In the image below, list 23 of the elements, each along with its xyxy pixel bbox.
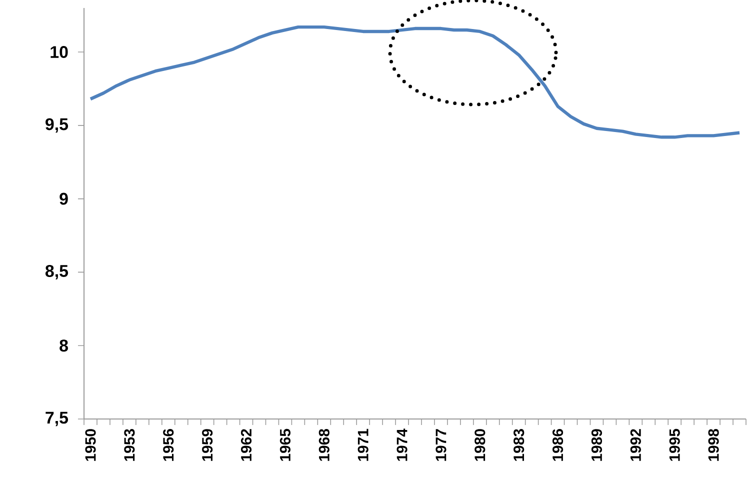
y-tick-label: 9	[60, 192, 68, 205]
x-tick-label: 1986	[552, 429, 564, 461]
y-tick-label: 7,5	[46, 412, 68, 426]
x-tick-label: 1962	[240, 429, 252, 461]
y-tick-label: 8	[60, 340, 68, 352]
x-tick-label: 1983	[514, 429, 524, 461]
x-tick-label: 1989	[591, 429, 602, 461]
x-tick-label: 1998	[708, 428, 719, 461]
x-tick-label: 1965	[280, 428, 290, 461]
x-tick-label: 1971	[358, 428, 368, 461]
x-tick-label: 1977	[436, 429, 446, 461]
y-tick-label: 10	[50, 46, 68, 58]
x-tick-label: 1959	[202, 429, 213, 461]
x-tick-label: 1980	[474, 429, 486, 461]
y-tick-label: 9,5	[46, 118, 68, 133]
x-tick-label: 1974	[396, 428, 408, 461]
x-tick-label: 1968	[318, 428, 330, 461]
x-tick-label: 1950	[85, 429, 96, 461]
x-tick-label: 1992	[630, 429, 641, 461]
x-tick-label: 1956	[163, 429, 174, 461]
x-tick-label: 1995	[669, 428, 680, 461]
y-tick-label: 8,5	[45, 264, 68, 280]
x-tick-label: 1953	[124, 429, 135, 461]
